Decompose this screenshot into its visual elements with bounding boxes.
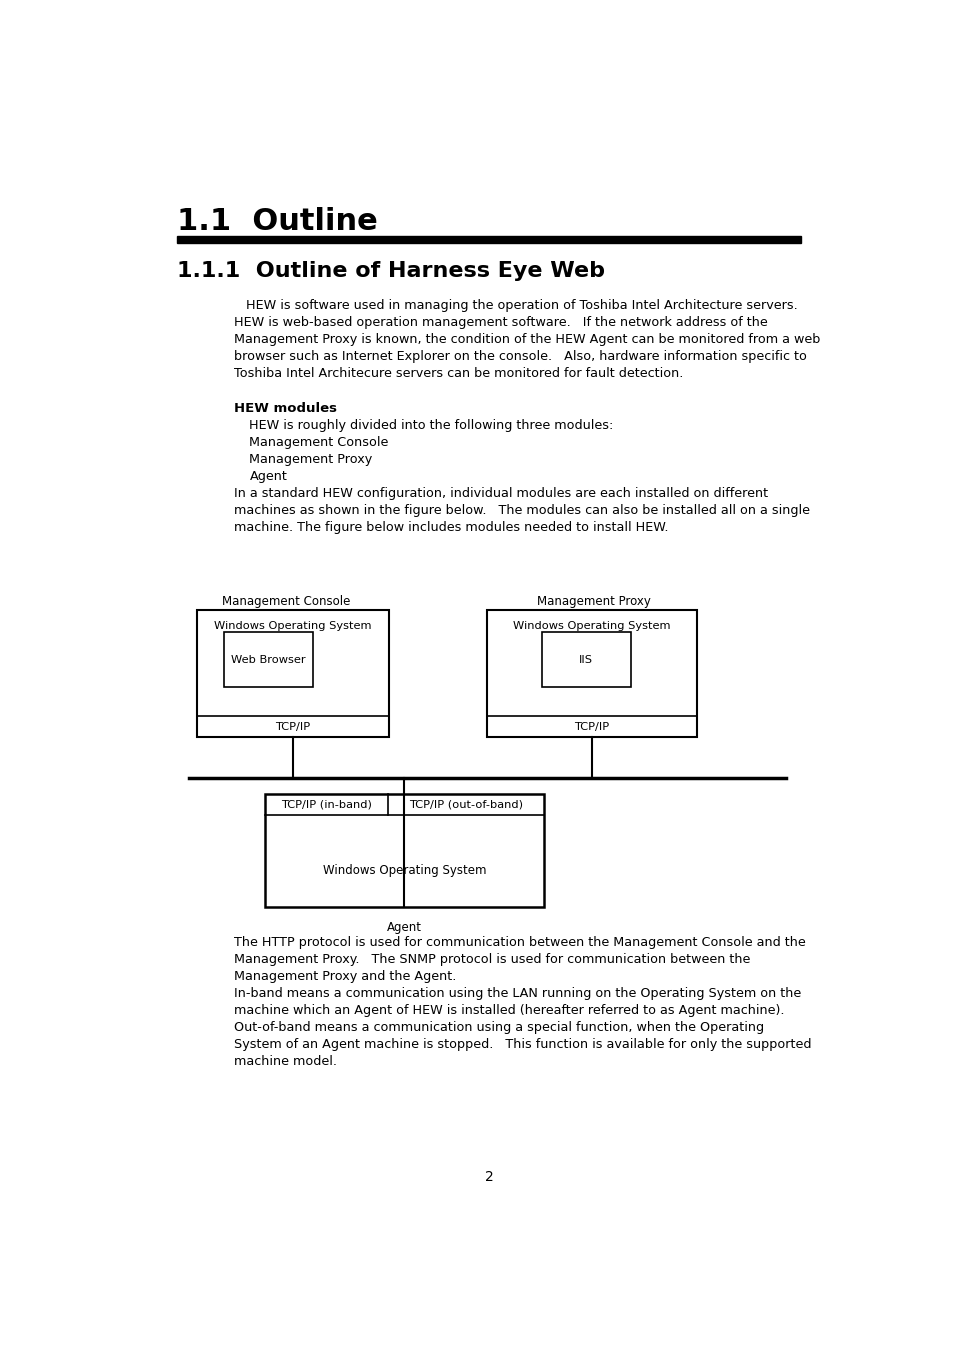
Text: Management Proxy: Management Proxy bbox=[537, 594, 651, 608]
Text: Toshiba Intel Architecure servers can be monitored for fault detection.: Toshiba Intel Architecure servers can be… bbox=[233, 367, 682, 380]
Text: In a standard HEW configuration, individual modules are each installed on differ: In a standard HEW configuration, individ… bbox=[233, 488, 767, 500]
Bar bbox=[196, 611, 389, 738]
Text: machine model.: machine model. bbox=[233, 1055, 336, 1067]
Text: browser such as Internet Explorer on the console.   Also, hardware information s: browser such as Internet Explorer on the… bbox=[233, 350, 806, 363]
Text: Web Browser: Web Browser bbox=[231, 654, 305, 665]
Text: TCP/IP (in-band): TCP/IP (in-band) bbox=[280, 800, 372, 809]
Text: Agent: Agent bbox=[387, 920, 421, 934]
Text: Agent: Agent bbox=[249, 470, 287, 484]
Text: HEW is roughly divided into the following three modules:: HEW is roughly divided into the followin… bbox=[249, 419, 613, 432]
Text: Management Proxy is known, the condition of the HEW Agent can be monitored from : Management Proxy is known, the condition… bbox=[233, 334, 820, 346]
Text: Management Console: Management Console bbox=[249, 436, 389, 450]
Text: machine. The figure below includes modules needed to install HEW.: machine. The figure below includes modul… bbox=[233, 521, 668, 534]
Text: Windows Operating System: Windows Operating System bbox=[213, 621, 372, 631]
Text: Management Proxy: Management Proxy bbox=[249, 453, 373, 466]
Text: System of an Agent machine is stopped.   This function is available for only the: System of an Agent machine is stopped. T… bbox=[233, 1038, 811, 1051]
Text: Out-of-band means a communication using a special function, when the Operating: Out-of-band means a communication using … bbox=[233, 1020, 763, 1034]
Text: Windows Operating System: Windows Operating System bbox=[513, 621, 670, 631]
Text: Management Console: Management Console bbox=[222, 594, 351, 608]
Text: TCP/IP (out-of-band): TCP/IP (out-of-band) bbox=[409, 800, 522, 809]
Text: HEW is software used in managing the operation of Toshiba Intel Architecture ser: HEW is software used in managing the ope… bbox=[233, 299, 797, 312]
Text: TCP/IP: TCP/IP bbox=[275, 721, 310, 731]
Text: Windows Operating System: Windows Operating System bbox=[322, 865, 486, 877]
Bar bbox=[177, 236, 801, 243]
Text: machines as shown in the figure below.   The modules can also be installed all o: machines as shown in the figure below. T… bbox=[233, 504, 809, 517]
Bar bbox=[265, 793, 543, 908]
Text: Management Proxy.   The SNMP protocol is used for communication between the: Management Proxy. The SNMP protocol is u… bbox=[233, 952, 750, 966]
Text: machine which an Agent of HEW is installed (hereafter referred to as Agent machi: machine which an Agent of HEW is install… bbox=[233, 1004, 783, 1017]
Text: The HTTP protocol is used for communication between the Management Console and t: The HTTP protocol is used for communicat… bbox=[233, 936, 805, 948]
Bar bbox=[487, 611, 696, 738]
Bar bbox=[541, 632, 630, 688]
Text: 1.1.1  Outline of Harness Eye Web: 1.1.1 Outline of Harness Eye Web bbox=[177, 261, 605, 281]
Text: Management Proxy and the Agent.: Management Proxy and the Agent. bbox=[233, 970, 456, 982]
Text: TCP/IP: TCP/IP bbox=[574, 721, 609, 731]
Text: HEW modules: HEW modules bbox=[233, 403, 336, 415]
Text: In-band means a communication using the LAN running on the Operating System on t: In-band means a communication using the … bbox=[233, 986, 801, 1000]
Text: 1.1  Outline: 1.1 Outline bbox=[177, 207, 377, 236]
Bar bbox=[224, 632, 313, 688]
Text: 2: 2 bbox=[484, 1170, 493, 1183]
Text: HEW is web-based operation management software.   If the network address of the: HEW is web-based operation management so… bbox=[233, 316, 767, 330]
Text: IIS: IIS bbox=[578, 654, 593, 665]
